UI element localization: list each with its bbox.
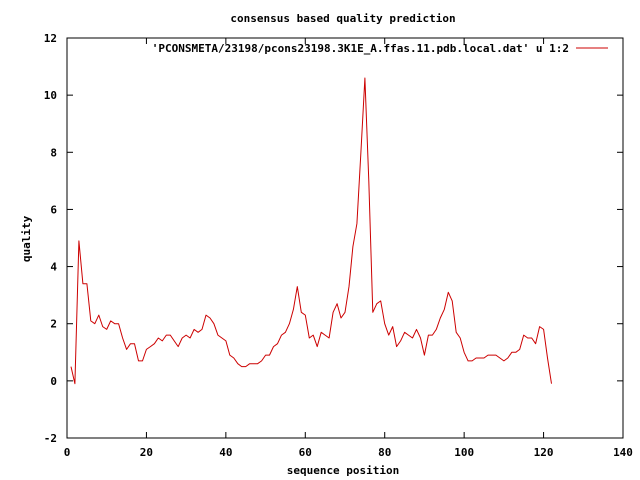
- x-tick-label: 140: [613, 446, 633, 459]
- x-tick-label: 100: [454, 446, 474, 459]
- y-tick-label: 2: [50, 318, 57, 331]
- y-axis-label: quality: [20, 215, 33, 262]
- y-tick-label: 8: [50, 146, 57, 159]
- y-tick-label: 4: [50, 261, 57, 274]
- x-tick-label: 20: [140, 446, 153, 459]
- y-tick-label: 10: [44, 89, 57, 102]
- series-layer: [70, 77, 552, 385]
- chart-title: consensus based quality prediction: [230, 12, 455, 25]
- x-tick-label: 60: [299, 446, 312, 459]
- y-tick-label: 12: [44, 32, 57, 45]
- x-tick-label: 40: [219, 446, 232, 459]
- y-tick-label: 0: [50, 375, 57, 388]
- legend: 'PCONSMETA/23198/pcons23198.3K1E_A.ffas.…: [152, 42, 608, 55]
- x-tick-label: 120: [534, 446, 554, 459]
- x-tick-label: 80: [378, 446, 391, 459]
- y-tick-label: 6: [50, 203, 57, 216]
- plot-frame: [66, 37, 624, 439]
- tick-marks: [66, 37, 624, 439]
- x-axis-label: sequence position: [287, 464, 400, 477]
- y-tick-label: -2: [44, 432, 57, 445]
- series-line: [70, 77, 552, 385]
- axes: [66, 37, 624, 439]
- legend-label: 'PCONSMETA/23198/pcons23198.3K1E_A.ffas.…: [152, 42, 569, 55]
- tick-labels: 0 20 40 60 80 100 120 140 -2 0 2 4 6 8 10 12: [44, 32, 633, 459]
- x-tick-label: 0: [64, 446, 71, 459]
